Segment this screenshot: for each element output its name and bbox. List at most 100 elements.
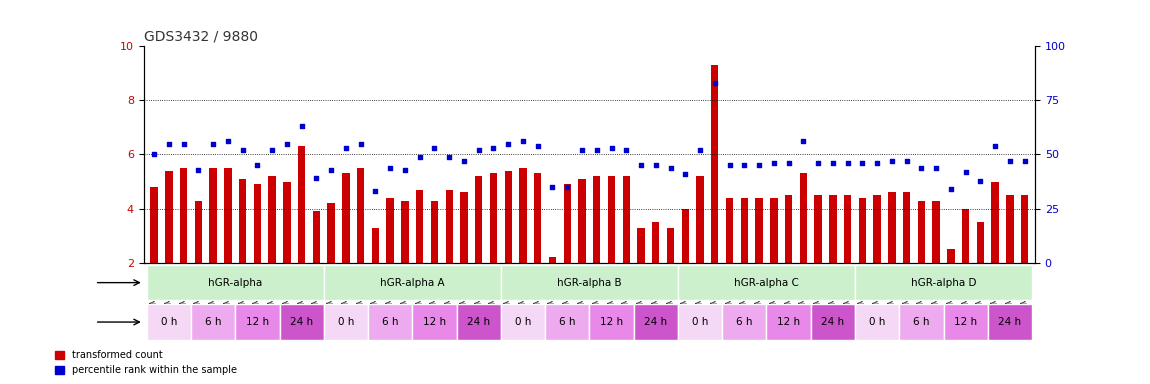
FancyBboxPatch shape xyxy=(236,304,279,340)
Bar xyxy=(386,198,393,263)
Text: 6 h: 6 h xyxy=(736,317,752,327)
Point xyxy=(868,160,887,166)
Bar xyxy=(250,46,264,263)
Bar xyxy=(501,46,515,263)
Point xyxy=(322,167,340,173)
Point xyxy=(263,147,282,153)
FancyBboxPatch shape xyxy=(677,304,722,340)
Point xyxy=(618,147,636,153)
Bar xyxy=(460,192,468,263)
Bar xyxy=(634,46,649,263)
Bar xyxy=(1006,195,1013,263)
FancyBboxPatch shape xyxy=(368,304,413,340)
Bar xyxy=(707,46,722,263)
Text: hGR-alpha: hGR-alpha xyxy=(208,278,262,288)
Bar xyxy=(869,46,884,263)
FancyBboxPatch shape xyxy=(191,304,236,340)
Bar xyxy=(976,222,984,263)
Bar xyxy=(206,46,221,263)
Point xyxy=(189,167,207,173)
Text: 24 h: 24 h xyxy=(467,317,490,327)
Point xyxy=(838,160,857,166)
Point xyxy=(808,160,827,166)
Point xyxy=(795,138,813,144)
Text: 0 h: 0 h xyxy=(161,317,177,327)
Bar xyxy=(356,168,365,263)
Point xyxy=(145,151,163,157)
Text: 24 h: 24 h xyxy=(998,317,1021,327)
Bar xyxy=(590,46,604,263)
Point xyxy=(573,147,591,153)
Bar xyxy=(1021,195,1028,263)
Point xyxy=(661,164,680,170)
Bar xyxy=(1003,46,1018,263)
Bar xyxy=(398,46,413,263)
Point xyxy=(366,188,384,194)
Bar xyxy=(221,46,236,263)
Point xyxy=(543,184,561,190)
Bar xyxy=(826,46,841,263)
Point xyxy=(735,162,753,169)
Bar xyxy=(604,46,619,263)
Bar xyxy=(785,195,792,263)
Point xyxy=(853,160,872,166)
FancyBboxPatch shape xyxy=(501,265,677,300)
Point xyxy=(307,175,325,181)
Text: 0 h: 0 h xyxy=(869,317,886,327)
Bar xyxy=(534,174,542,263)
FancyBboxPatch shape xyxy=(147,265,324,300)
Bar xyxy=(722,46,737,263)
Bar xyxy=(991,182,999,263)
Bar xyxy=(814,195,822,263)
Text: 12 h: 12 h xyxy=(246,317,269,327)
FancyBboxPatch shape xyxy=(279,304,324,340)
Bar xyxy=(741,198,748,263)
Point xyxy=(646,162,665,169)
Bar xyxy=(457,46,471,263)
Point xyxy=(780,160,798,166)
Bar xyxy=(593,176,600,263)
Point xyxy=(720,162,738,169)
Text: 24 h: 24 h xyxy=(290,317,313,327)
Bar xyxy=(475,176,482,263)
Bar xyxy=(151,187,158,263)
Bar xyxy=(667,228,674,263)
Point xyxy=(248,162,267,169)
Bar xyxy=(903,192,911,263)
Bar xyxy=(564,184,570,263)
Bar xyxy=(854,46,869,263)
Text: 12 h: 12 h xyxy=(423,317,446,327)
Text: 6 h: 6 h xyxy=(559,317,575,327)
Point xyxy=(381,164,399,170)
Point xyxy=(233,147,252,153)
Text: 12 h: 12 h xyxy=(777,317,800,327)
Bar xyxy=(918,200,925,263)
Text: 12 h: 12 h xyxy=(954,317,978,327)
Bar xyxy=(1018,46,1032,263)
Bar xyxy=(682,209,689,263)
Bar xyxy=(545,46,560,263)
Bar xyxy=(652,222,659,263)
Bar xyxy=(560,46,575,263)
Bar xyxy=(416,190,423,263)
Bar xyxy=(811,46,826,263)
Bar xyxy=(166,171,172,263)
Bar xyxy=(515,46,530,263)
Bar xyxy=(711,65,719,263)
Point xyxy=(912,164,930,170)
Bar xyxy=(737,46,752,263)
Bar xyxy=(224,168,231,263)
Bar xyxy=(264,46,279,263)
Point xyxy=(218,138,237,144)
Bar xyxy=(324,46,338,263)
Bar xyxy=(961,209,969,263)
Point xyxy=(440,154,459,160)
Bar xyxy=(442,46,457,263)
Legend: transformed count, percentile rank within the sample: transformed count, percentile rank withi… xyxy=(51,346,241,379)
Point xyxy=(484,145,503,151)
Bar xyxy=(948,249,954,263)
FancyBboxPatch shape xyxy=(899,304,943,340)
Bar xyxy=(239,179,246,263)
Bar xyxy=(929,46,943,263)
Bar xyxy=(692,46,707,263)
